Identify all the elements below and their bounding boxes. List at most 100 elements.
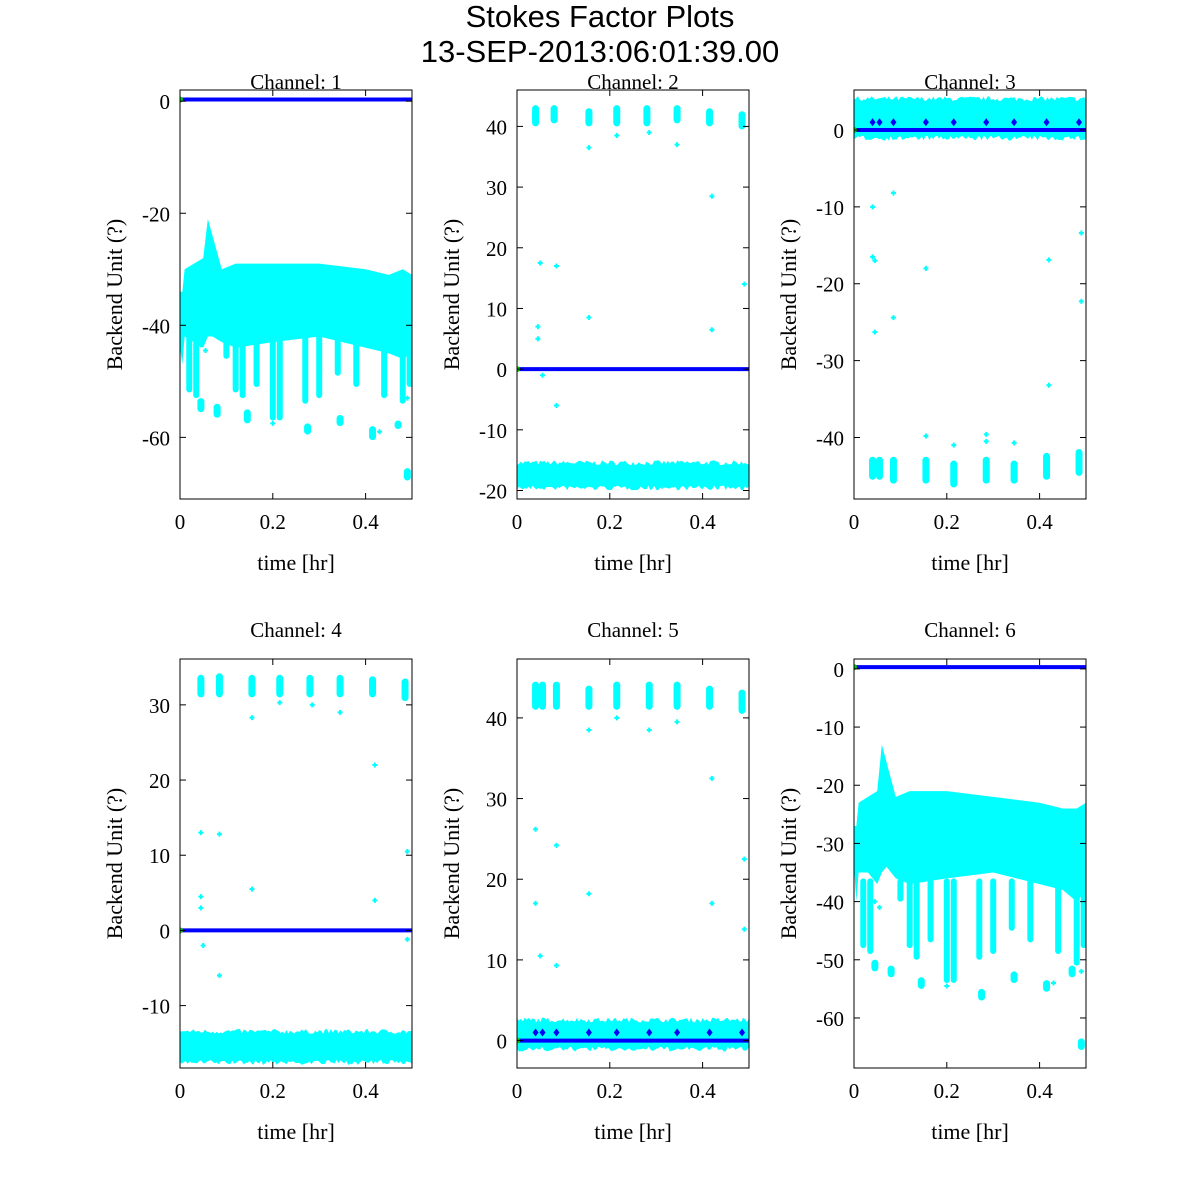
cyan-data-band <box>180 218 412 365</box>
y-tick-label: -10 <box>816 716 844 740</box>
cyan-cluster <box>871 959 879 972</box>
cyan-drop-streak <box>223 302 230 359</box>
plot-area <box>854 664 1086 1050</box>
y-axis-label: Backend Unit (?) <box>439 788 464 940</box>
x-tick-label: 0.4 <box>689 1079 716 1103</box>
y-axis-label: Backend Unit (?) <box>102 788 127 940</box>
cyan-outlier-point <box>1011 440 1017 446</box>
cyan-outlier-point <box>198 342 204 348</box>
cyan-outlier-point <box>198 830 204 836</box>
cyan-outlier-point <box>709 327 715 333</box>
x-tick-label: 0.2 <box>260 510 286 534</box>
y-tick-label: -60 <box>816 1007 844 1031</box>
cyan-outlier-point <box>877 904 883 910</box>
cyan-outlier-point <box>270 420 276 426</box>
panel-title: Channel: 4 <box>250 618 342 642</box>
cyan-drop-streak <box>927 878 934 943</box>
y-tick-label: 30 <box>149 694 170 718</box>
y-tick-label: -50 <box>816 949 844 973</box>
cyan-outlier-point <box>709 900 715 906</box>
cyan-drop-streak <box>399 302 406 404</box>
cyan-data-band <box>517 1017 749 1052</box>
x-tick-label: 0.4 <box>1026 1079 1053 1103</box>
y-tick-label: 20 <box>486 868 507 892</box>
cyan-outlier-point <box>923 433 929 439</box>
cyan-outlier-point <box>309 702 315 708</box>
cyan-cluster <box>889 456 897 484</box>
cyan-cluster <box>706 685 714 710</box>
y-tick-label: 20 <box>486 237 507 261</box>
cyan-outlier-point <box>237 294 243 300</box>
cyan-cluster <box>539 681 547 710</box>
cyan-cluster <box>369 676 377 698</box>
cyan-drop-streak <box>186 302 193 393</box>
y-tick-label: -20 <box>479 480 507 504</box>
cyan-outlier-point <box>240 345 246 351</box>
cyan-cluster <box>585 685 593 710</box>
blue-marker <box>539 1028 546 1037</box>
cyan-outlier-point <box>586 891 592 897</box>
cyan-outlier-point <box>870 204 876 210</box>
y-tick-label: -10 <box>142 995 170 1019</box>
blue-marker <box>1076 118 1083 127</box>
cyan-outlier-point <box>890 315 896 321</box>
cyan-outlier-point <box>535 336 541 342</box>
cyan-outlier-point <box>1046 382 1052 388</box>
cyan-outlier-point <box>203 348 209 354</box>
cyan-drop-streak <box>1080 878 1086 949</box>
x-axis-label: time [hr] <box>931 550 1009 575</box>
y-axis-label: Backend Unit (?) <box>776 219 801 371</box>
cyan-cluster <box>248 674 256 698</box>
blue-marker <box>1011 118 1018 127</box>
cyan-outlier-point <box>216 973 222 979</box>
y-tick-label: 0 <box>160 90 171 114</box>
cyan-outlier-point <box>923 265 929 271</box>
y-tick-label: -30 <box>816 832 844 856</box>
cyan-outlier-point <box>533 826 539 832</box>
blue-marker <box>646 1028 653 1037</box>
cyan-outlier-point <box>1078 968 1084 974</box>
cyan-drop-streak <box>381 302 388 399</box>
blue-marker <box>876 118 883 127</box>
y-tick-label: 0 <box>834 119 845 143</box>
cyan-cluster <box>213 403 221 418</box>
cyan-outlier-point <box>741 856 747 862</box>
plot-area <box>180 96 412 481</box>
panel-title: Channel: 2 <box>587 70 679 94</box>
cyan-outlier-point <box>872 823 878 829</box>
blue-marker <box>585 1028 592 1037</box>
cyan-outlier-point <box>372 897 378 903</box>
x-tick-label: 0.4 <box>352 510 379 534</box>
y-tick-label: -10 <box>816 196 844 220</box>
cyan-cluster <box>1010 971 1018 984</box>
axes-frame <box>179 658 413 1069</box>
blue-marker <box>983 118 990 127</box>
cyan-outlier-point <box>1051 980 1057 986</box>
x-tick-label: 0.4 <box>352 1079 379 1103</box>
x-tick-label: 0 <box>175 1079 186 1103</box>
y-axis-label: Backend Unit (?) <box>439 219 464 371</box>
panel-title: Channel: 5 <box>587 618 679 642</box>
cyan-cluster <box>1010 460 1018 484</box>
cyan-cluster <box>304 423 312 435</box>
cyan-outlier-point <box>872 258 878 264</box>
cyan-outlier-point <box>540 372 546 378</box>
y-tick-label: -60 <box>142 426 170 450</box>
cyan-outlier-point <box>553 263 559 269</box>
figure-subtitle: 13-SEP-2013:06:01:39.00 <box>421 34 780 69</box>
cyan-drop-streak <box>334 302 341 376</box>
cyan-drop-streak <box>950 878 957 984</box>
cyan-outlier-point <box>198 297 204 303</box>
panel-channel-2: 0 0.2 0.4 40 30 20 10 0 -10 -20 Channel: 2 time [hr… <box>439 70 750 575</box>
cyan-drop-streak <box>860 878 867 949</box>
x-tick-label: 0.2 <box>260 1079 286 1103</box>
plot-area <box>180 673 412 1065</box>
y-tick-label: 20 <box>149 769 170 793</box>
cyan-outlier-point <box>277 700 283 706</box>
panel-channel-3: 0 0.2 0.4 0 -10 -20 -30 -40 Channel: 3 time [hr] B… <box>776 70 1087 575</box>
x-axis-label: time [hr] <box>594 1119 672 1144</box>
cyan-outlier-point <box>586 145 592 151</box>
cyan-outlier-point <box>537 953 543 959</box>
